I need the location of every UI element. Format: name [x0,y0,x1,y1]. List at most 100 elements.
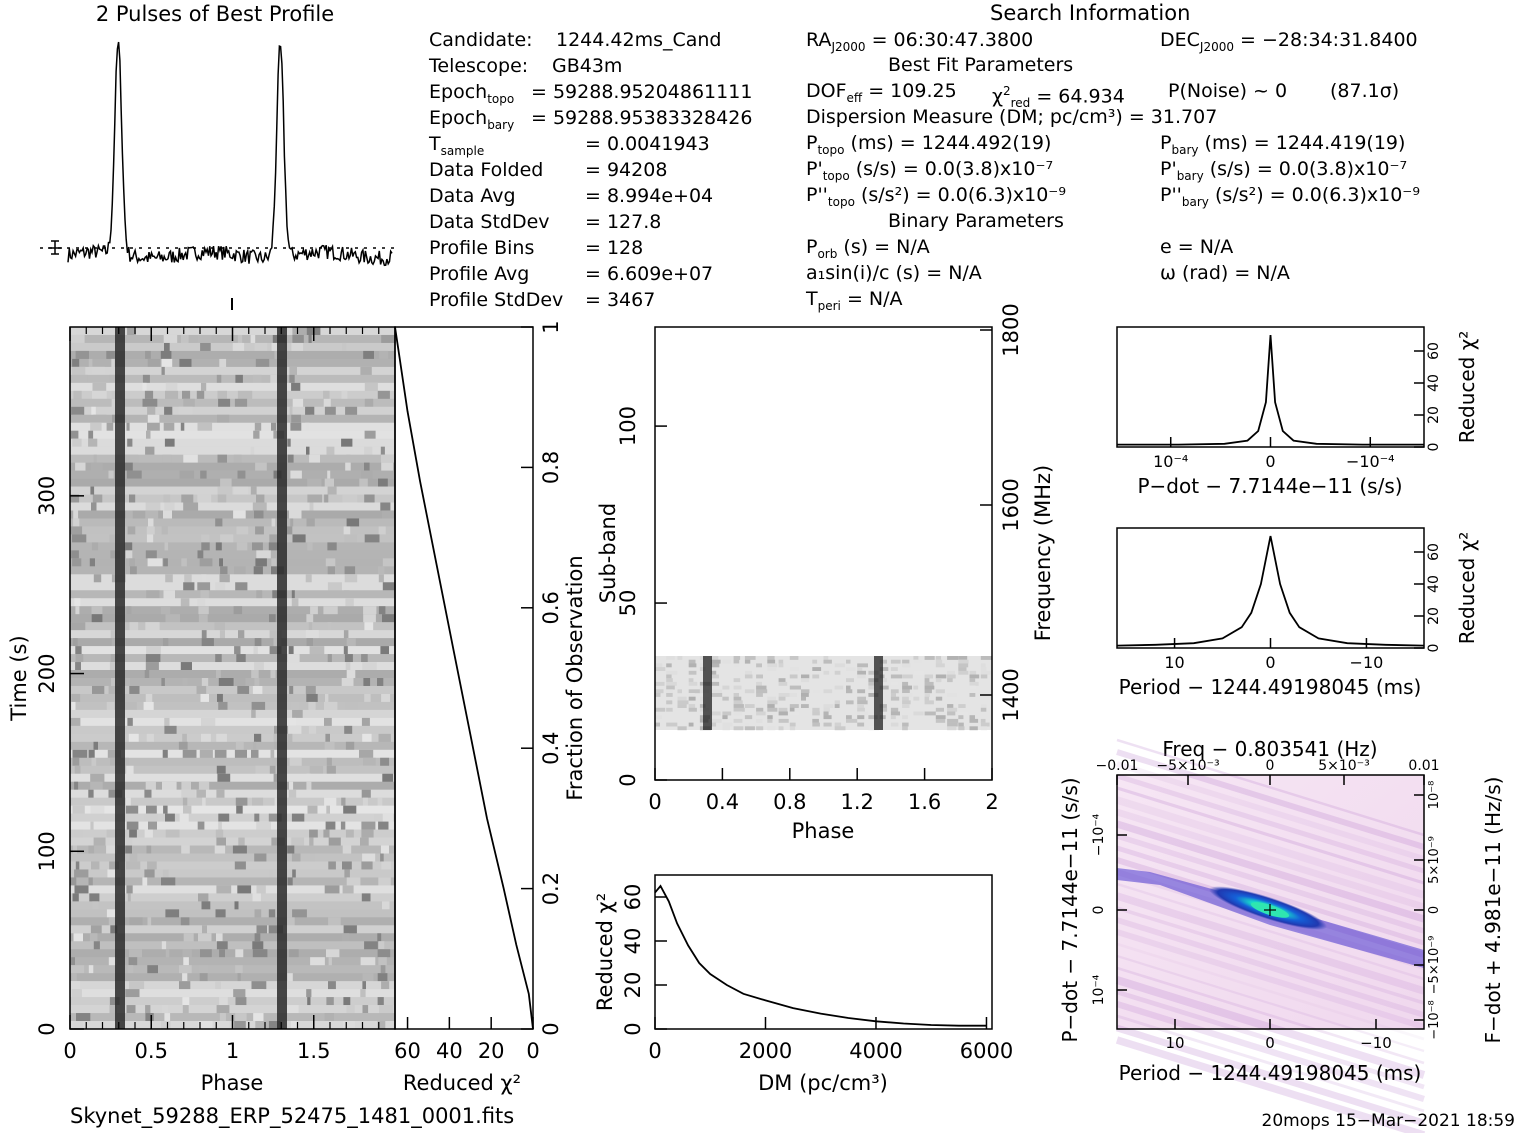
time-phase-cell [164,542,169,551]
time-phase-cell [124,462,133,471]
subband-cell [666,689,674,694]
time-phase-cell [88,430,94,439]
time-phase-cell [255,1021,269,1030]
time-phase-cell [326,997,334,1006]
subband-cell [969,681,979,686]
time-phase-cell [380,845,389,854]
pp-streak [1116,882,1425,981]
time-phase-cell [180,662,192,671]
time-phase-cell [256,821,271,830]
time-phase-cell [216,670,221,679]
time-phase-cell [70,717,81,727]
subband-cell [947,656,959,660]
ytick-label: 60 [1426,342,1442,360]
candidate-info-label: Tsample [429,133,485,158]
time-phase-cell [255,462,267,471]
time-phase-cell [220,566,228,575]
time-phase-cell [200,470,207,479]
time-phase-cell [306,773,311,783]
subband-cell [834,663,845,668]
time-phase-cell [181,494,194,503]
time-phase-cell [327,486,337,495]
time-phase-cell [214,749,227,759]
xtick-label: 0 [1265,653,1275,672]
time-phase-cell [71,957,75,966]
cumulative-chi2-ytick-label: 0.2 [539,872,563,905]
time-phase-cell [377,949,391,958]
time-phase-cell [359,478,368,487]
time-phase-cell [74,885,89,894]
subband-cell [733,718,743,723]
time-phase-cell [308,334,312,344]
time-phase-row [70,805,395,814]
time-phase-cell [308,622,313,631]
time-phase-cell [253,646,258,655]
time-phase-cell [307,805,318,814]
subband-cell [924,681,934,686]
time-phase-cell [126,470,142,479]
subband-cell [846,678,854,683]
time-phase-cell [327,542,337,551]
period-curve-plot: 10 0 −10 0 20 40 60 Period − 1244.49198045 (ms… [1116,527,1479,699]
time-phase-cell [364,622,374,631]
time-phase-cell [237,885,252,894]
time-phase-cell [234,749,247,759]
time-phase-cell [88,965,94,974]
candidate-info-value: = 128 [585,237,644,259]
subband-cell [733,707,745,712]
time-phase-cell [377,1021,386,1030]
period-curve-line [1116,535,1425,647]
time-phase-cell [378,733,391,743]
pdot-curve-ticks: 10⁻⁴ 0 −10⁻⁴ 0 20 40 60 [1153,342,1442,471]
time-phase-cell [73,390,82,400]
time-phase-row [70,414,395,424]
time-phase-cell [343,997,351,1006]
dm-curve-ytick-label: 20 [621,972,645,999]
subband-xtick-label: 0 [648,790,661,814]
time-phase-row [70,957,395,966]
subband-cell [935,707,944,712]
subband-cell [722,726,730,731]
time-phase-cell [161,366,165,376]
period-curve-ticks: 10 0 −10 0 20 40 60 [1164,543,1442,672]
time-phase-cell [218,701,228,711]
time-phase-cell [197,494,212,503]
time-phase-cell [197,550,204,559]
time-phase-cell [144,813,159,822]
time-phase-cell [161,1005,169,1014]
subband-ticks: 0 0.4 0.8 1.2 1.6 2 0 50 100 1400 1600 1800 [616,303,1023,814]
subband-cell [846,689,853,694]
time-phase-cell [291,590,295,599]
subband-cell [935,674,947,679]
time-phase-cell [305,574,312,583]
dm-curve-xlabel: DM (pc/cm³) [758,1071,888,1095]
time-phase-cell [237,390,253,400]
time-phase-cell [161,526,168,535]
time-phase-row [70,646,395,655]
time-phase-cell [142,374,150,384]
subband-cell [969,678,976,683]
time-phase-cell [269,534,278,543]
xtick-label: 10 [1164,653,1184,672]
subband-cell [666,693,673,697]
time-phase-cell [362,973,374,982]
time-phase-row [70,670,395,679]
time-phase-cell [161,1021,171,1030]
time-phase-cell [237,973,241,982]
time-phase-cell [235,582,248,591]
time-phase-pulse-2 [277,327,287,1029]
ra-value: = 06:30:47.3800 [871,29,1034,51]
subband-cell [947,711,956,716]
time-phase-row [70,358,395,368]
time-phase-row [70,997,395,1006]
subband-cell [778,693,790,697]
time-phase-cell [73,1021,84,1030]
time-phase-cell [324,885,340,894]
time-phase-cell [233,454,242,463]
time-phase-row [70,638,395,647]
time-phase-cell [310,853,316,862]
time-phase-cell [251,749,259,759]
time-phase-cell [288,646,294,655]
time-phase-cell [308,725,317,735]
time-phase-cell [254,853,267,862]
